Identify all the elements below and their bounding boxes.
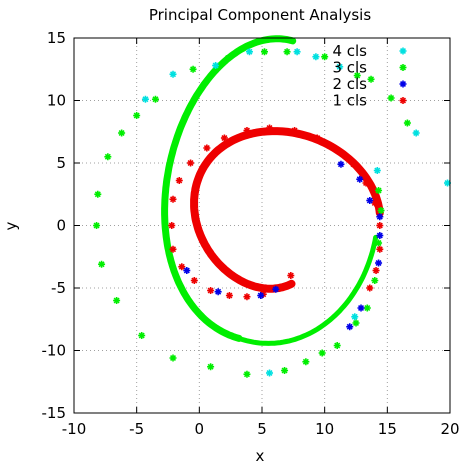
- point-4-cls: [142, 96, 149, 103]
- point-1-cls: [376, 222, 383, 229]
- legend-marker: [400, 81, 407, 88]
- point-3-cls: [368, 76, 375, 83]
- x-tick-label: -10: [62, 420, 87, 438]
- point-1-cls: [376, 246, 383, 253]
- point-4-cls: [312, 53, 319, 60]
- point-4-cls: [212, 62, 219, 69]
- point-4-cls: [170, 71, 177, 78]
- x-tick-label: 15: [378, 420, 397, 438]
- x-tick-label: 10: [315, 420, 334, 438]
- point-2-cls: [215, 288, 222, 295]
- y-tick-label: 15: [47, 29, 66, 47]
- point-1-cls: [207, 287, 214, 294]
- point-1-cls: [203, 145, 210, 152]
- point-1-cls: [287, 272, 294, 279]
- y-tick-labels: -15 -10 -5 0 5 10 15: [42, 29, 67, 422]
- y-axis-label: y: [2, 221, 20, 230]
- point-1-cls: [243, 293, 250, 300]
- point-2-cls: [183, 267, 190, 274]
- grid: [74, 38, 450, 413]
- point-4-cls: [374, 167, 381, 174]
- point-4-cls: [266, 370, 273, 377]
- point-1-cls: [373, 267, 380, 274]
- y-tick-label: -5: [51, 279, 66, 297]
- x-tick-label: -5: [129, 420, 144, 438]
- point-3-cls: [371, 277, 378, 284]
- y-tick-label: -10: [42, 342, 67, 360]
- point-1-cls: [243, 127, 250, 134]
- point-3-cls: [334, 342, 341, 349]
- inner-spiral-band: [194, 131, 380, 289]
- point-2-cls: [346, 323, 353, 330]
- point-3-cls: [388, 95, 395, 102]
- point-3-cls: [375, 240, 382, 247]
- point-3-cls: [104, 153, 111, 160]
- point-3-cls: [94, 191, 101, 198]
- point-3-cls: [243, 371, 250, 378]
- point-3-cls: [113, 297, 120, 304]
- chart-title: Principal Component Analysis: [149, 6, 372, 24]
- y-tick-label: 5: [56, 154, 66, 172]
- legend-label: 3 cls: [332, 59, 367, 77]
- point-1-cls: [170, 246, 177, 253]
- point-3-cls: [353, 320, 360, 327]
- x-tick-label: 20: [440, 420, 459, 438]
- point-1-cls: [170, 196, 177, 203]
- legend-label: 4 cls: [332, 42, 367, 60]
- point-3-cls: [207, 363, 214, 370]
- y-tick-label: -15: [42, 404, 67, 422]
- point-3-cls: [404, 120, 411, 127]
- x-tick-label: 5: [257, 420, 267, 438]
- point-3-cls: [321, 53, 328, 60]
- point-1-cls: [226, 292, 233, 299]
- x-axis-label: x: [256, 447, 265, 465]
- point-2-cls: [358, 305, 365, 312]
- point-1-cls: [191, 277, 198, 284]
- x-tick-label: 0: [195, 420, 205, 438]
- point-1-cls: [168, 222, 175, 229]
- point-3-cls: [364, 305, 371, 312]
- point-1-cls: [176, 177, 183, 184]
- legend-label: 1 cls: [332, 92, 367, 110]
- point-2-cls: [375, 260, 382, 267]
- point-1-cls: [314, 135, 321, 142]
- point-4-cls: [413, 130, 420, 137]
- legend-marker: [400, 48, 407, 55]
- point-3-cls: [152, 96, 159, 103]
- point-3-cls: [375, 187, 382, 194]
- point-3-cls: [138, 332, 145, 339]
- y-tick-label: 10: [47, 92, 66, 110]
- point-1-cls: [221, 135, 228, 142]
- point-1-cls: [178, 263, 185, 270]
- point-1-cls: [366, 285, 373, 292]
- point-3-cls: [302, 358, 309, 365]
- point-3-cls: [225, 55, 232, 62]
- point-3-cls: [93, 222, 100, 229]
- point-2-cls: [366, 197, 373, 204]
- legend-marker: [400, 64, 407, 71]
- point-1-cls: [187, 160, 194, 167]
- point-4-cls: [351, 313, 358, 320]
- point-3-cls: [170, 355, 177, 362]
- point-3-cls: [133, 112, 140, 119]
- point-3-cls: [118, 130, 125, 137]
- point-3-cls: [281, 367, 288, 374]
- point-4-cls: [294, 48, 301, 55]
- point-3-cls: [190, 66, 197, 73]
- point-3-cls: [98, 261, 105, 268]
- legend-marker: [400, 97, 407, 104]
- legend-label: 2 cls: [332, 75, 367, 93]
- x-tick-labels: -10 -5 0 5 10 15 20: [62, 420, 460, 438]
- y-tick-label: 0: [56, 217, 66, 235]
- point-3-cls: [284, 48, 291, 55]
- data-points: [93, 48, 451, 378]
- point-2-cls: [337, 161, 344, 168]
- point-4-cls: [246, 48, 253, 55]
